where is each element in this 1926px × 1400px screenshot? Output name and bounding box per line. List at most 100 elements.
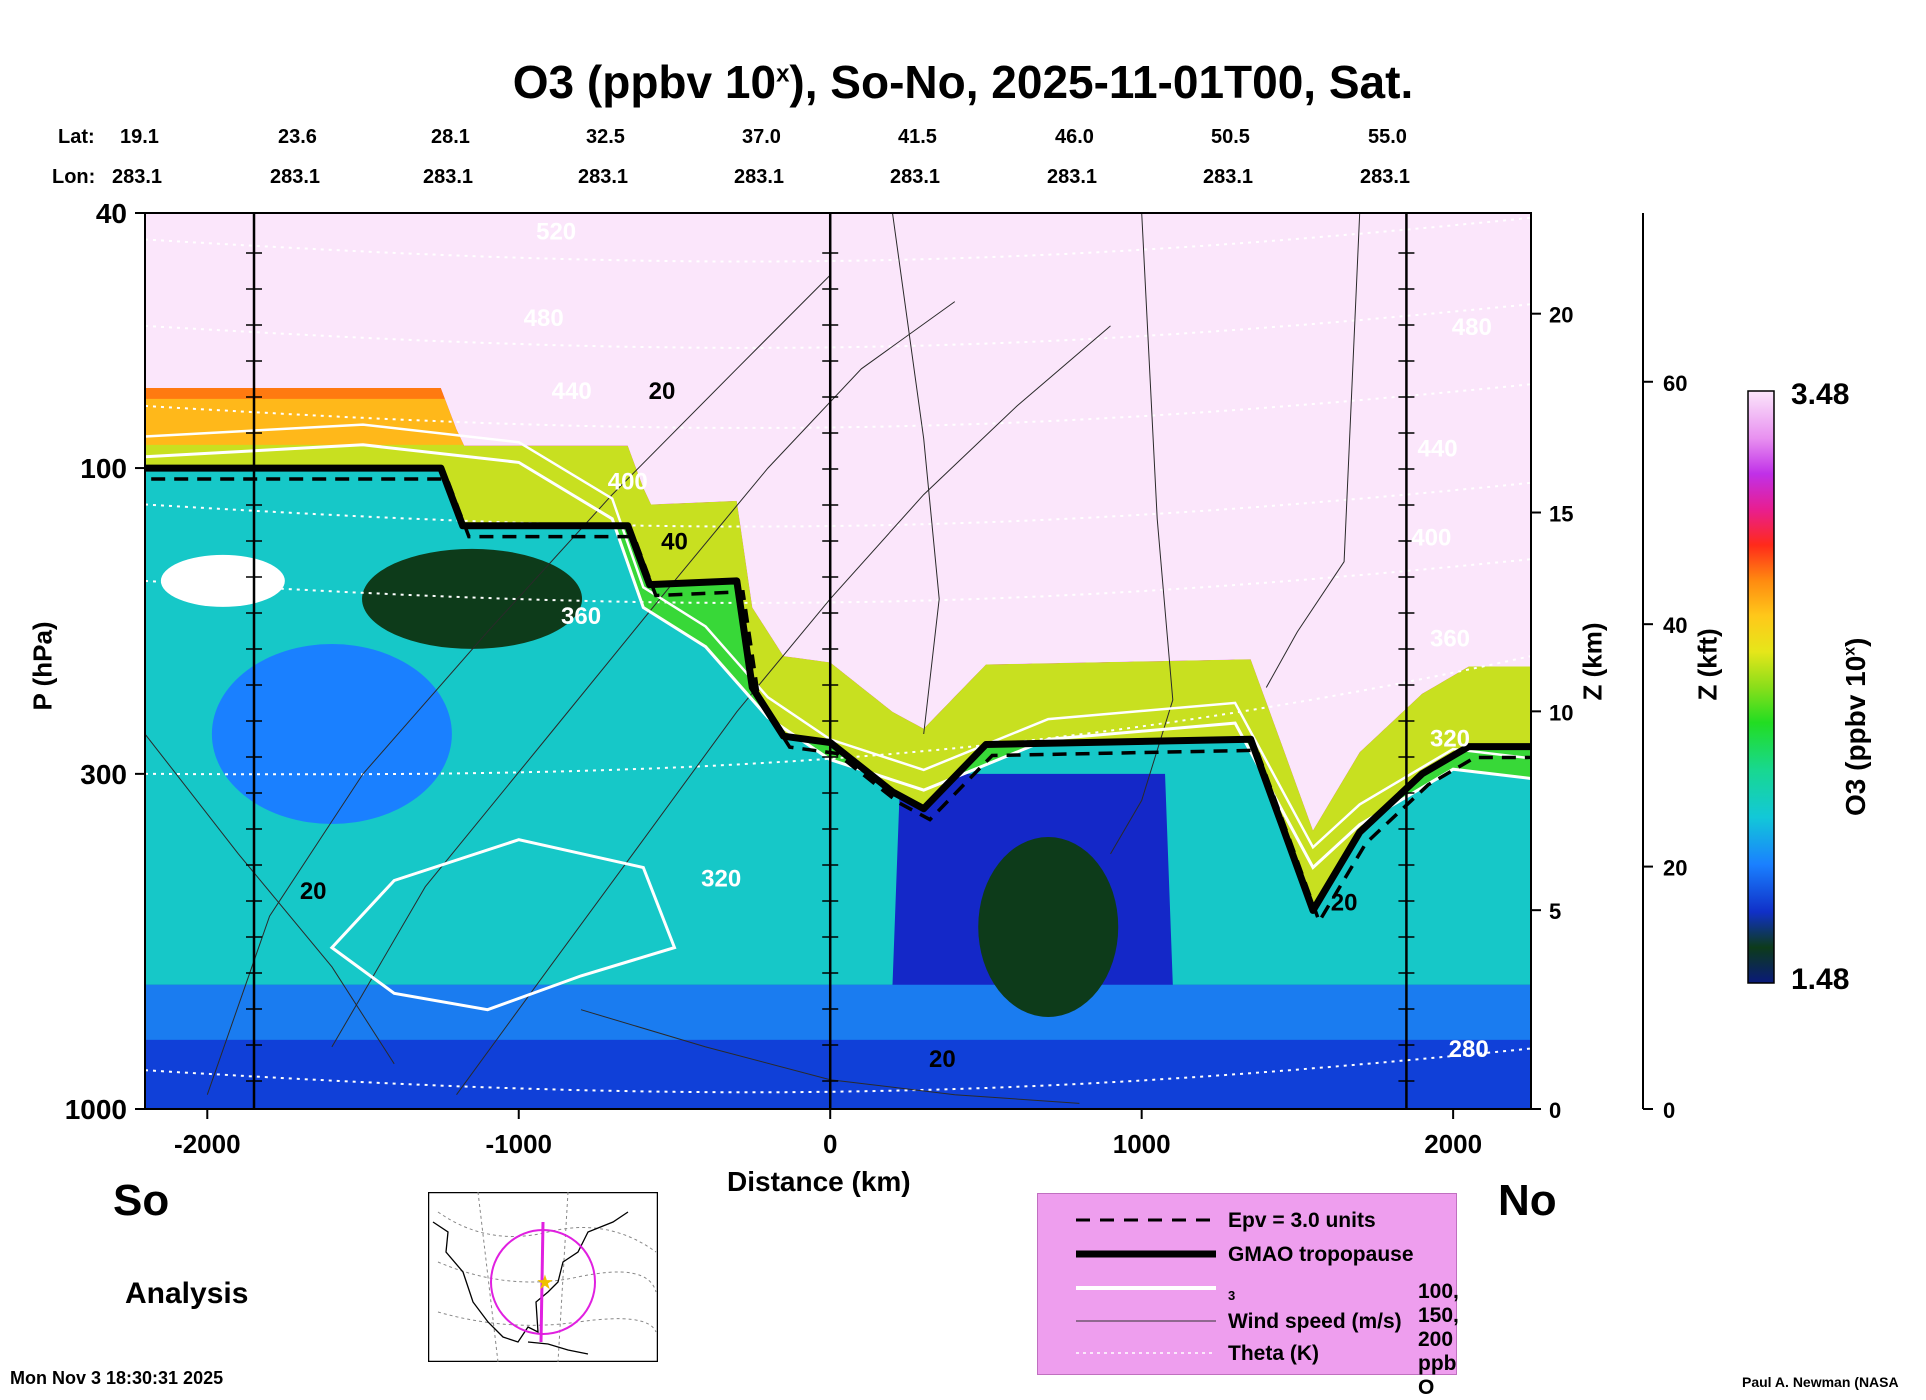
y-tick-label: 1000: [65, 1094, 127, 1125]
wind-label: 40: [661, 529, 688, 556]
theta-label: 400: [1411, 524, 1451, 551]
theta-label: 360: [561, 603, 601, 630]
x-tick-label: -1000: [486, 1129, 553, 1159]
lat-value: 23.6: [278, 126, 317, 148]
z-kft-tick-label: 60: [1663, 371, 1687, 396]
z-kft-tick-label: 20: [1663, 856, 1687, 881]
y-tick-label: 300: [80, 759, 127, 790]
theta-label: 360: [1430, 626, 1470, 653]
z-km-tick-label: 20: [1549, 303, 1573, 328]
coastline: [432, 1211, 629, 1343]
z-km-tick-label: 15: [1549, 502, 1573, 527]
theta-label: 440: [552, 378, 592, 405]
wind-label: 20: [649, 378, 676, 405]
theta-label: 400: [608, 468, 648, 495]
x-tick-label: -2000: [174, 1129, 241, 1159]
ozone-field: [145, 213, 1531, 1109]
lat-row-label: Lat:: [58, 126, 95, 148]
lat-value: 32.5: [586, 126, 625, 148]
lat-value: 50.5: [1211, 126, 1250, 148]
contour-labels: 520 480 440 400 360 320 280 440 400 360 320 480 20 40…: [300, 219, 1492, 1073]
lat-value: 41.5: [898, 126, 937, 148]
lon-value: 283.1: [270, 166, 321, 188]
legend-item-wind: Wind speed (m/s): [1076, 1310, 1402, 1333]
field-band: [145, 984, 1531, 1040]
epv-line: [151, 477, 1531, 926]
plot-frame: [144, 212, 1532, 1110]
missing-data-blob: [160, 554, 285, 607]
z-kft-tick-label: 40: [1663, 613, 1687, 638]
field-top: [145, 213, 1531, 287]
center-star-icon: ★: [536, 1270, 554, 1294]
theta-label: 320: [1430, 726, 1470, 753]
theta-label: 440: [1418, 436, 1458, 463]
z-kft-axis-title: Z (kft): [1692, 628, 1723, 701]
colorbar-min: 1.48: [1791, 963, 1850, 996]
inset-map: ★: [428, 1192, 658, 1362]
theta-label: 280: [1449, 1036, 1489, 1063]
lon-row-label: Lon:: [52, 166, 96, 188]
north-label: No: [1498, 1176, 1557, 1225]
axes: -2000 -1000 0 1000 2000 40 100 300 1000 0 5 10 15 20 0…: [65, 198, 1688, 1159]
vertical-markers: [246, 213, 1415, 1109]
lon-value: 283.1: [112, 166, 163, 188]
lon-value: 283.1: [1360, 166, 1411, 188]
wind-label: 20: [300, 878, 327, 905]
field-band: [145, 213, 1531, 831]
wind-label: 20: [1331, 889, 1358, 916]
theta-label: 480: [1452, 314, 1492, 341]
x-tick-label: 2000: [1424, 1129, 1482, 1159]
south-label: So: [113, 1176, 170, 1225]
theta-label: 520: [536, 219, 576, 246]
y-tick-label: 100: [80, 453, 127, 484]
chart-title: O3 (ppbv 10x), So-No, 2025-11-01T00, Sat…: [512, 56, 1414, 108]
colorbar: [1747, 390, 1775, 984]
colorbar-title: O3 (ppbv 10x): [1840, 637, 1871, 817]
wind-contour: [206, 274, 831, 1095]
z-km-axis-title: Z (km): [1577, 622, 1608, 701]
wind-contour: [456, 325, 1111, 1095]
map-grid-line: [477, 1192, 499, 1362]
lat-value: 55.0: [1368, 126, 1407, 148]
theta-label: 480: [524, 305, 564, 332]
tropopause-line: [145, 464, 1531, 914]
analysis-label: Analysis: [125, 1277, 249, 1310]
map-grid-line: [437, 1211, 657, 1253]
field-band: [145, 1039, 1531, 1109]
colorbar-max: 3.48: [1791, 378, 1850, 411]
lon-value: 283.1: [890, 166, 941, 188]
tropopause-layer: [145, 464, 1531, 926]
field-band: [145, 387, 1531, 911]
lat-value: 37.0: [742, 126, 781, 148]
z-kft-tick-label: 0: [1663, 1098, 1675, 1123]
timestamp: Mon Nov 3 18:30:31 2025: [10, 1368, 224, 1388]
wind-label: 20: [929, 1046, 956, 1073]
lat-value: 19.1: [120, 126, 159, 148]
legend-item-theta: Theta (K): [1076, 1342, 1319, 1365]
field-patch: [362, 548, 583, 649]
cross-section-line: [539, 1221, 545, 1343]
lon-value: 283.1: [578, 166, 629, 188]
y-tick-label: 40: [96, 198, 127, 229]
legend: Epv = 3.0 units GMAO tropopause 100, 150…: [1037, 1193, 1459, 1399]
x-axis-title: Distance (km): [727, 1166, 911, 1197]
wind-contour: [1265, 213, 1361, 688]
z-km-tick-label: 0: [1549, 1098, 1561, 1123]
map-grid-line: [557, 1192, 569, 1362]
lat-value: 46.0: [1055, 126, 1094, 148]
legend-item-tropopause: GMAO tropopause: [1076, 1243, 1414, 1266]
z-km-tick-label: 10: [1549, 700, 1573, 725]
wind-contour: [1110, 213, 1174, 855]
y-axis-title: P (hPa): [27, 621, 58, 711]
z-km-tick-label: 5: [1549, 899, 1561, 924]
legend-item-epv: Epv = 3.0 units: [1076, 1209, 1376, 1232]
wind-contour: [892, 213, 940, 735]
field-patch: [978, 836, 1119, 1017]
lon-value: 283.1: [734, 166, 785, 188]
lon-value: 283.1: [1047, 166, 1098, 188]
credit: Paul A. Newman (NASA: [1742, 1374, 1899, 1390]
lon-value: 283.1: [1203, 166, 1254, 188]
x-tick-label: 1000: [1113, 1129, 1171, 1159]
